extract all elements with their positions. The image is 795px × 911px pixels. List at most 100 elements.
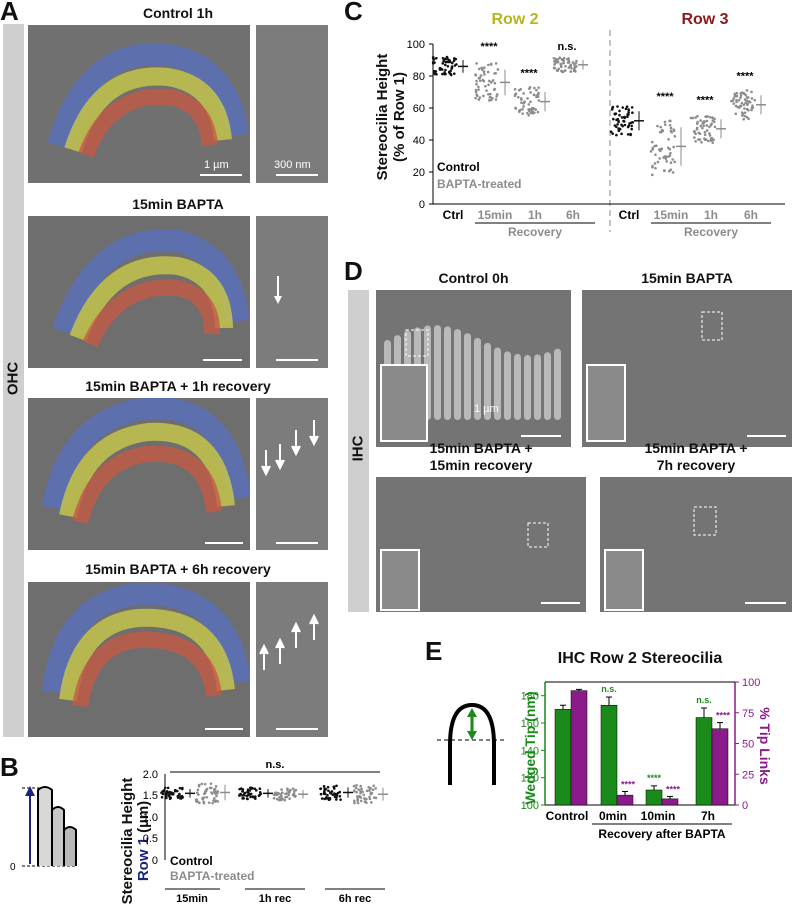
b-point [164,792,168,796]
c-point [708,134,712,137]
b-point [278,795,281,799]
e-ytick-left: 160 [521,718,539,730]
c-point [651,165,654,169]
c-point [610,108,614,111]
c-point [526,111,529,115]
c-point [431,57,435,60]
b-point [284,792,287,796]
c-point [669,119,672,123]
b-point [275,797,279,801]
c-point [700,140,703,144]
c-point [737,98,741,102]
c-point [478,79,482,83]
b-point [251,786,254,790]
b-point [293,795,297,798]
c-point [673,160,677,164]
e-bar-tiplinks [616,794,634,806]
c-point [537,86,540,89]
b-point [359,791,362,795]
c-point [703,137,706,140]
c-point [740,101,744,105]
c-point [556,58,560,61]
c-point [444,68,447,72]
b-point [326,794,329,797]
c-point [527,103,531,106]
c-point [487,93,490,96]
c-point [622,115,626,119]
c-point [631,111,634,115]
c-point [475,82,478,86]
b-point [249,795,252,799]
e-xlabel: Recovery after BAPTA [598,827,725,841]
b-point [212,788,216,791]
c-point [626,125,630,129]
c-point [710,122,714,126]
c-point [556,60,560,64]
c-point [452,72,456,75]
b-point [246,790,249,794]
d-title-3-line1: 15min BAPTA + [429,440,533,456]
c-point [477,98,481,101]
b-point [246,788,250,792]
c-point [747,117,750,121]
b-point [323,789,326,793]
ihc-sidebar [348,290,369,612]
c-point [705,129,709,132]
c-point [533,86,536,90]
c-point [747,100,751,103]
c-point [433,72,436,75]
b-point [212,797,216,800]
c-point [654,153,657,157]
c-point [731,99,735,103]
c-point [537,99,541,102]
c-point [560,69,563,73]
b-point [279,797,283,801]
b-point [354,786,358,790]
ihc-stereocilium [534,354,541,420]
c-point [522,105,525,108]
c-point [567,57,570,60]
c-point [708,115,712,119]
c-point [443,63,447,67]
d-title-4-line2: 7h recovery [656,457,736,473]
c-point [485,89,488,92]
c-point [617,127,620,131]
b-signif: n.s. [266,759,285,771]
b-point [196,788,200,792]
e-ytick-left: 140 [521,745,539,757]
c-point [711,141,715,144]
c-point [486,70,490,74]
c-point [698,132,702,136]
b-point [160,795,164,799]
c-point [560,57,564,61]
b-point [207,801,211,804]
b-point [332,785,336,788]
c-point [615,125,618,129]
ohc-6h-image [28,582,250,737]
c-point [711,119,715,122]
c-point [626,113,629,116]
c-point [569,63,573,67]
b-point [164,794,168,798]
d-title-4: 15min BAPTA + 7h recovery [600,440,792,474]
c-point [671,158,675,161]
c-point [451,61,454,65]
c-point [454,57,458,61]
c-point [479,74,483,77]
c-point [732,102,736,105]
c-point [663,123,667,126]
b-point [214,784,218,788]
c-point [559,62,563,66]
c-ytick-label: 100 [407,39,425,51]
ohc-control-inset: 300 nm [256,25,328,183]
c-point [693,130,696,134]
b-point [352,784,356,788]
b-point [367,789,371,792]
c-point [621,106,625,109]
c-point [552,66,556,70]
c-point [612,117,615,121]
c-point [483,66,486,69]
ihc-stereocilium [484,342,491,420]
b-point [272,796,276,800]
c-point [567,66,571,69]
